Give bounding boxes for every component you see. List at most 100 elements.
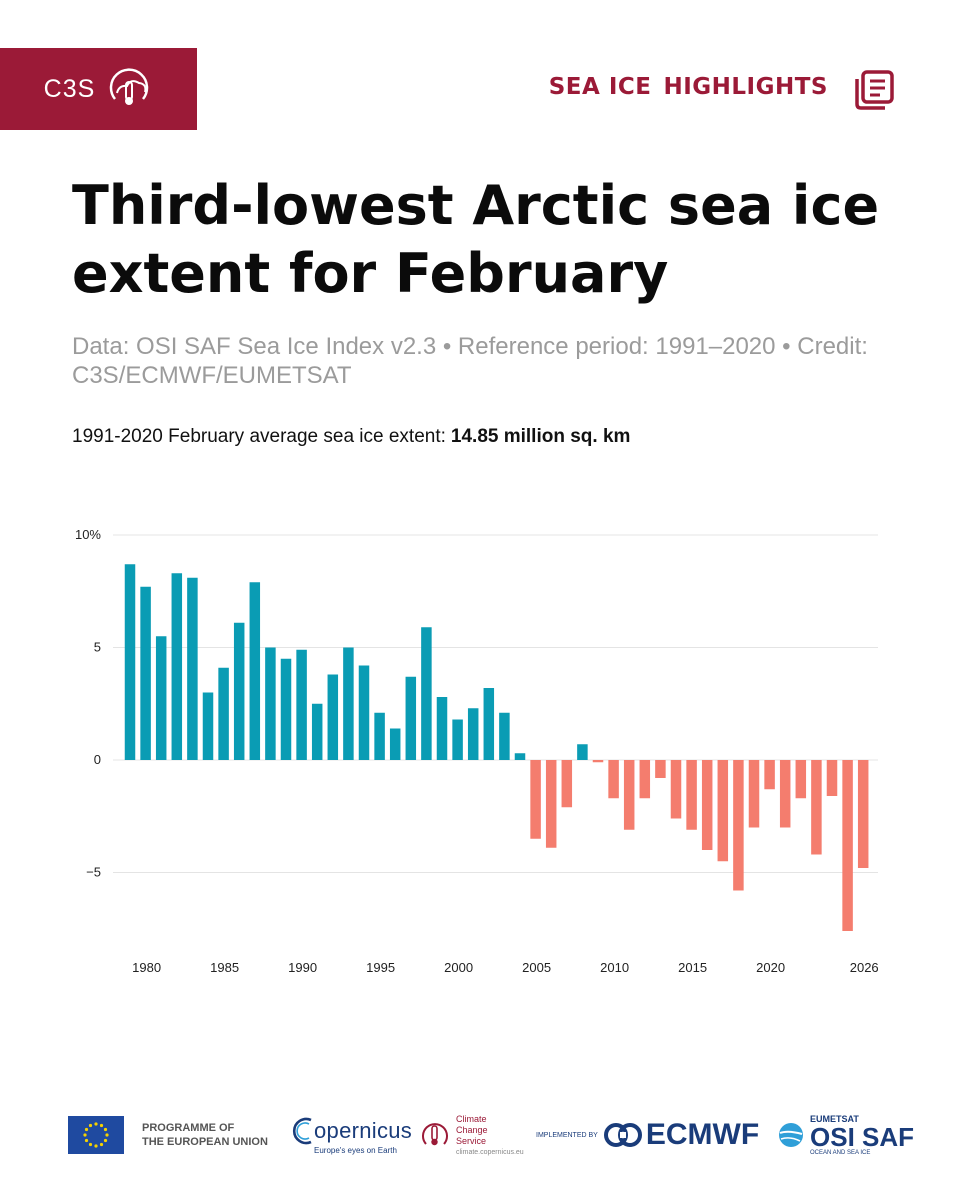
ecmwf-symbol-icon xyxy=(603,1123,642,1147)
copernicus-logo: opernicus Europe's eyes on Earth xyxy=(292,1110,412,1160)
copernicus-tagline: Europe's eyes on Earth xyxy=(314,1145,397,1155)
bar-2010 xyxy=(608,760,619,799)
y-tick-label: −5 xyxy=(86,865,101,880)
average-value: 14.85 million sq. km xyxy=(450,426,631,447)
document-list-icon xyxy=(855,70,894,110)
x-tick-label: 2010 xyxy=(600,960,629,975)
osisaf-globe-icon xyxy=(779,1123,803,1147)
bar-1979 xyxy=(124,564,136,760)
eu-flag-icon xyxy=(68,1116,124,1154)
implemented-by-label: IMPLEMENTED BY xyxy=(536,1131,598,1139)
bar-2018 xyxy=(733,760,744,891)
bar-2016 xyxy=(701,760,713,850)
bar-1985 xyxy=(218,667,229,760)
bar-1997 xyxy=(405,676,417,760)
bar-2026 xyxy=(857,760,869,868)
eu-programme-text: PROGRAMME OF THE EUROPEAN UNION xyxy=(142,1121,268,1149)
bar-2009 xyxy=(592,760,604,763)
bar-2007 xyxy=(561,760,573,808)
ccs-url: climate.copernicus.eu xyxy=(456,1149,524,1156)
brand-label: C3S xyxy=(43,74,96,103)
bar-2000 xyxy=(452,719,463,760)
x-tick-label: 2020 xyxy=(756,960,785,975)
bar-2001 xyxy=(467,708,479,760)
ccs-thermometer-icon xyxy=(422,1123,448,1146)
bar-1984 xyxy=(202,692,214,760)
bar-2003 xyxy=(499,712,510,760)
bar-1988 xyxy=(265,647,276,760)
bar-1987 xyxy=(249,582,261,760)
y-tick-label: 5 xyxy=(94,640,101,655)
ecmwf-logo: IMPLEMENTED BY ECMWF xyxy=(536,1110,759,1160)
x-tick-label: 2000 xyxy=(444,960,473,975)
thermometer-cloud-icon xyxy=(110,68,149,105)
bar-2017 xyxy=(717,760,729,862)
x-tick-label: 2026 xyxy=(850,960,879,975)
bar-1982 xyxy=(171,573,183,760)
bar-2013 xyxy=(655,760,666,778)
x-tick-label: 1985 xyxy=(210,960,239,975)
x-tick-label: 1980 xyxy=(132,960,161,975)
eu-line-1: PROGRAMME OF xyxy=(142,1122,235,1134)
x-tick-label: 2015 xyxy=(678,960,707,975)
eumetsat-label: EUMETSAT xyxy=(810,1114,859,1124)
bar-1996 xyxy=(389,728,401,760)
x-tick-label: 1995 xyxy=(366,960,395,975)
x-axis-ticks: 1980 1985 1990 1995 2000 2005 2010 2015 2020 2026 xyxy=(132,960,879,975)
bar-2022 xyxy=(795,760,807,799)
y-tick-label: 0 xyxy=(94,752,101,767)
bar-2025 xyxy=(842,760,853,931)
data-source-credit: Data: OSI SAF Sea Ice Index v2.3 • Refer… xyxy=(72,333,868,389)
bar-1980 xyxy=(140,586,151,760)
bar-1998 xyxy=(421,627,432,760)
osisaf-logo: EUMETSAT OSI SAF OCEAN AND SEA ICE xyxy=(778,1110,914,1160)
bar-1999 xyxy=(436,697,448,760)
bar-2011 xyxy=(623,760,635,830)
sea-ice-anomaly-chart: 10% 5 0 −5 1980 1985 1990 1995 2000 2005 2010 2015… xyxy=(75,527,879,975)
bar-2024 xyxy=(826,760,838,796)
bar-2020 xyxy=(764,760,775,790)
osisaf-tagline: OCEAN AND SEA ICE xyxy=(810,1150,871,1156)
section-label: SEA ICE HIGHLIGHTS xyxy=(549,74,828,100)
bar-2014 xyxy=(670,760,682,819)
bar-2008 xyxy=(577,744,588,760)
average-label: 1991-2020 February average sea ice exten… xyxy=(72,426,446,447)
footer-logos: PROGRAMME OF THE EUROPEAN UNION opernicu… xyxy=(0,1110,960,1170)
bar-1983 xyxy=(187,577,198,760)
bar-2002 xyxy=(483,688,495,760)
osisaf-word: OSI SAF xyxy=(810,1122,915,1152)
bar-1986 xyxy=(233,622,245,760)
bar-2021 xyxy=(779,760,791,828)
x-tick-label: 1990 xyxy=(288,960,317,975)
bar-1995 xyxy=(374,712,385,760)
bar-2012 xyxy=(639,760,651,799)
bar-1990 xyxy=(296,649,307,760)
bar-2004 xyxy=(514,753,526,760)
bar-1994 xyxy=(358,665,370,760)
bar-1993 xyxy=(343,647,354,760)
copernicus-c-icon xyxy=(292,1117,312,1144)
bars xyxy=(124,564,869,931)
bar-2023 xyxy=(811,760,822,855)
eu-logo-group: PROGRAMME OF THE EUROPEAN UNION xyxy=(68,1110,268,1160)
page-title: Third-lowest Arctic sea ice extent for F… xyxy=(72,174,880,305)
section-label-highlights: HIGHLIGHTS xyxy=(663,74,828,100)
y-tick-label: 10% xyxy=(75,527,101,542)
bar-2019 xyxy=(748,760,760,828)
c3s-brand-block: C3S xyxy=(0,48,197,130)
ccs-logo: Climate Change Service climate.copernicu… xyxy=(420,1110,524,1160)
bar-2015 xyxy=(686,760,697,830)
bar-2006 xyxy=(545,760,557,848)
bar-1991 xyxy=(311,703,323,760)
eu-line-2: THE EUROPEAN UNION xyxy=(142,1136,268,1148)
bar-2005 xyxy=(530,760,541,839)
section-label-sea-ice: SEA ICE xyxy=(548,74,652,100)
y-axis-ticks: 10% 5 0 −5 xyxy=(75,527,101,880)
copernicus-word: opernicus xyxy=(314,1117,413,1143)
x-tick-label: 2005 xyxy=(522,960,551,975)
bar-1992 xyxy=(327,674,339,760)
ecmwf-word: ECMWF xyxy=(645,1118,760,1151)
ccs-name: Climate Change Service xyxy=(456,1114,488,1146)
bar-1981 xyxy=(155,636,167,760)
average-extent: 1991-2020 February average sea ice exten… xyxy=(72,426,630,448)
